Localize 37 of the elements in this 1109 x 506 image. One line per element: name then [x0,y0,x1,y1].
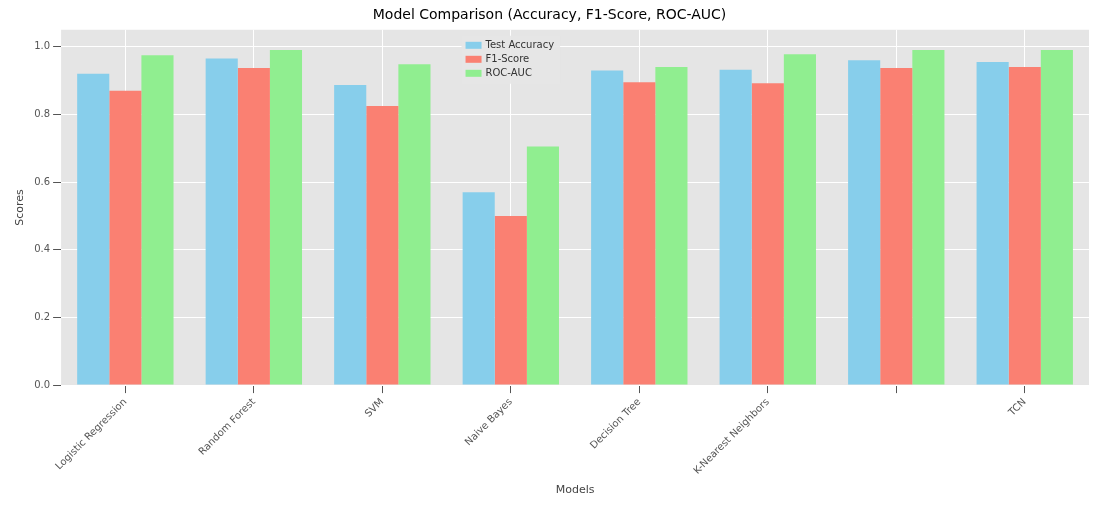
bar [783,54,816,385]
bar [269,50,303,385]
bar [462,192,495,385]
chart-title: Model Comparison (Accuracy, F1-Score, ROC-AUC) [372,6,727,23]
y-tick-label: 0.2 [34,311,51,323]
bar [526,146,559,385]
legend-label: ROC-AUC [485,67,532,79]
bar [912,50,945,385]
bar [751,83,784,385]
y-tick-label: 0.8 [34,107,51,119]
legend-label: F1-Score [485,53,530,65]
y-tick-label: 0.0 [34,378,51,390]
bar [880,68,913,385]
bar [848,60,881,385]
bar [366,105,399,385]
bar [334,84,367,385]
x-axis-title: Models [555,483,595,497]
legend-label: Test Accuracy [484,39,555,51]
bar [1008,67,1041,385]
bar [1040,50,1073,385]
bar [109,90,142,385]
y-axis-title: Scores [13,188,27,226]
bar [494,215,527,385]
x-tick-label: TCN [1005,395,1028,419]
bar [591,70,624,385]
bar [205,58,238,385]
bar [976,61,1009,385]
y-tick-label: 0.6 [34,175,51,187]
bar [237,68,270,385]
bar [655,67,688,385]
y-tick-label: 1.0 [34,40,51,52]
bar [719,69,752,385]
y-tick-label: 0.4 [34,243,51,255]
bar [141,55,174,385]
bar [398,64,431,385]
bar [77,73,110,385]
bar [623,82,656,385]
